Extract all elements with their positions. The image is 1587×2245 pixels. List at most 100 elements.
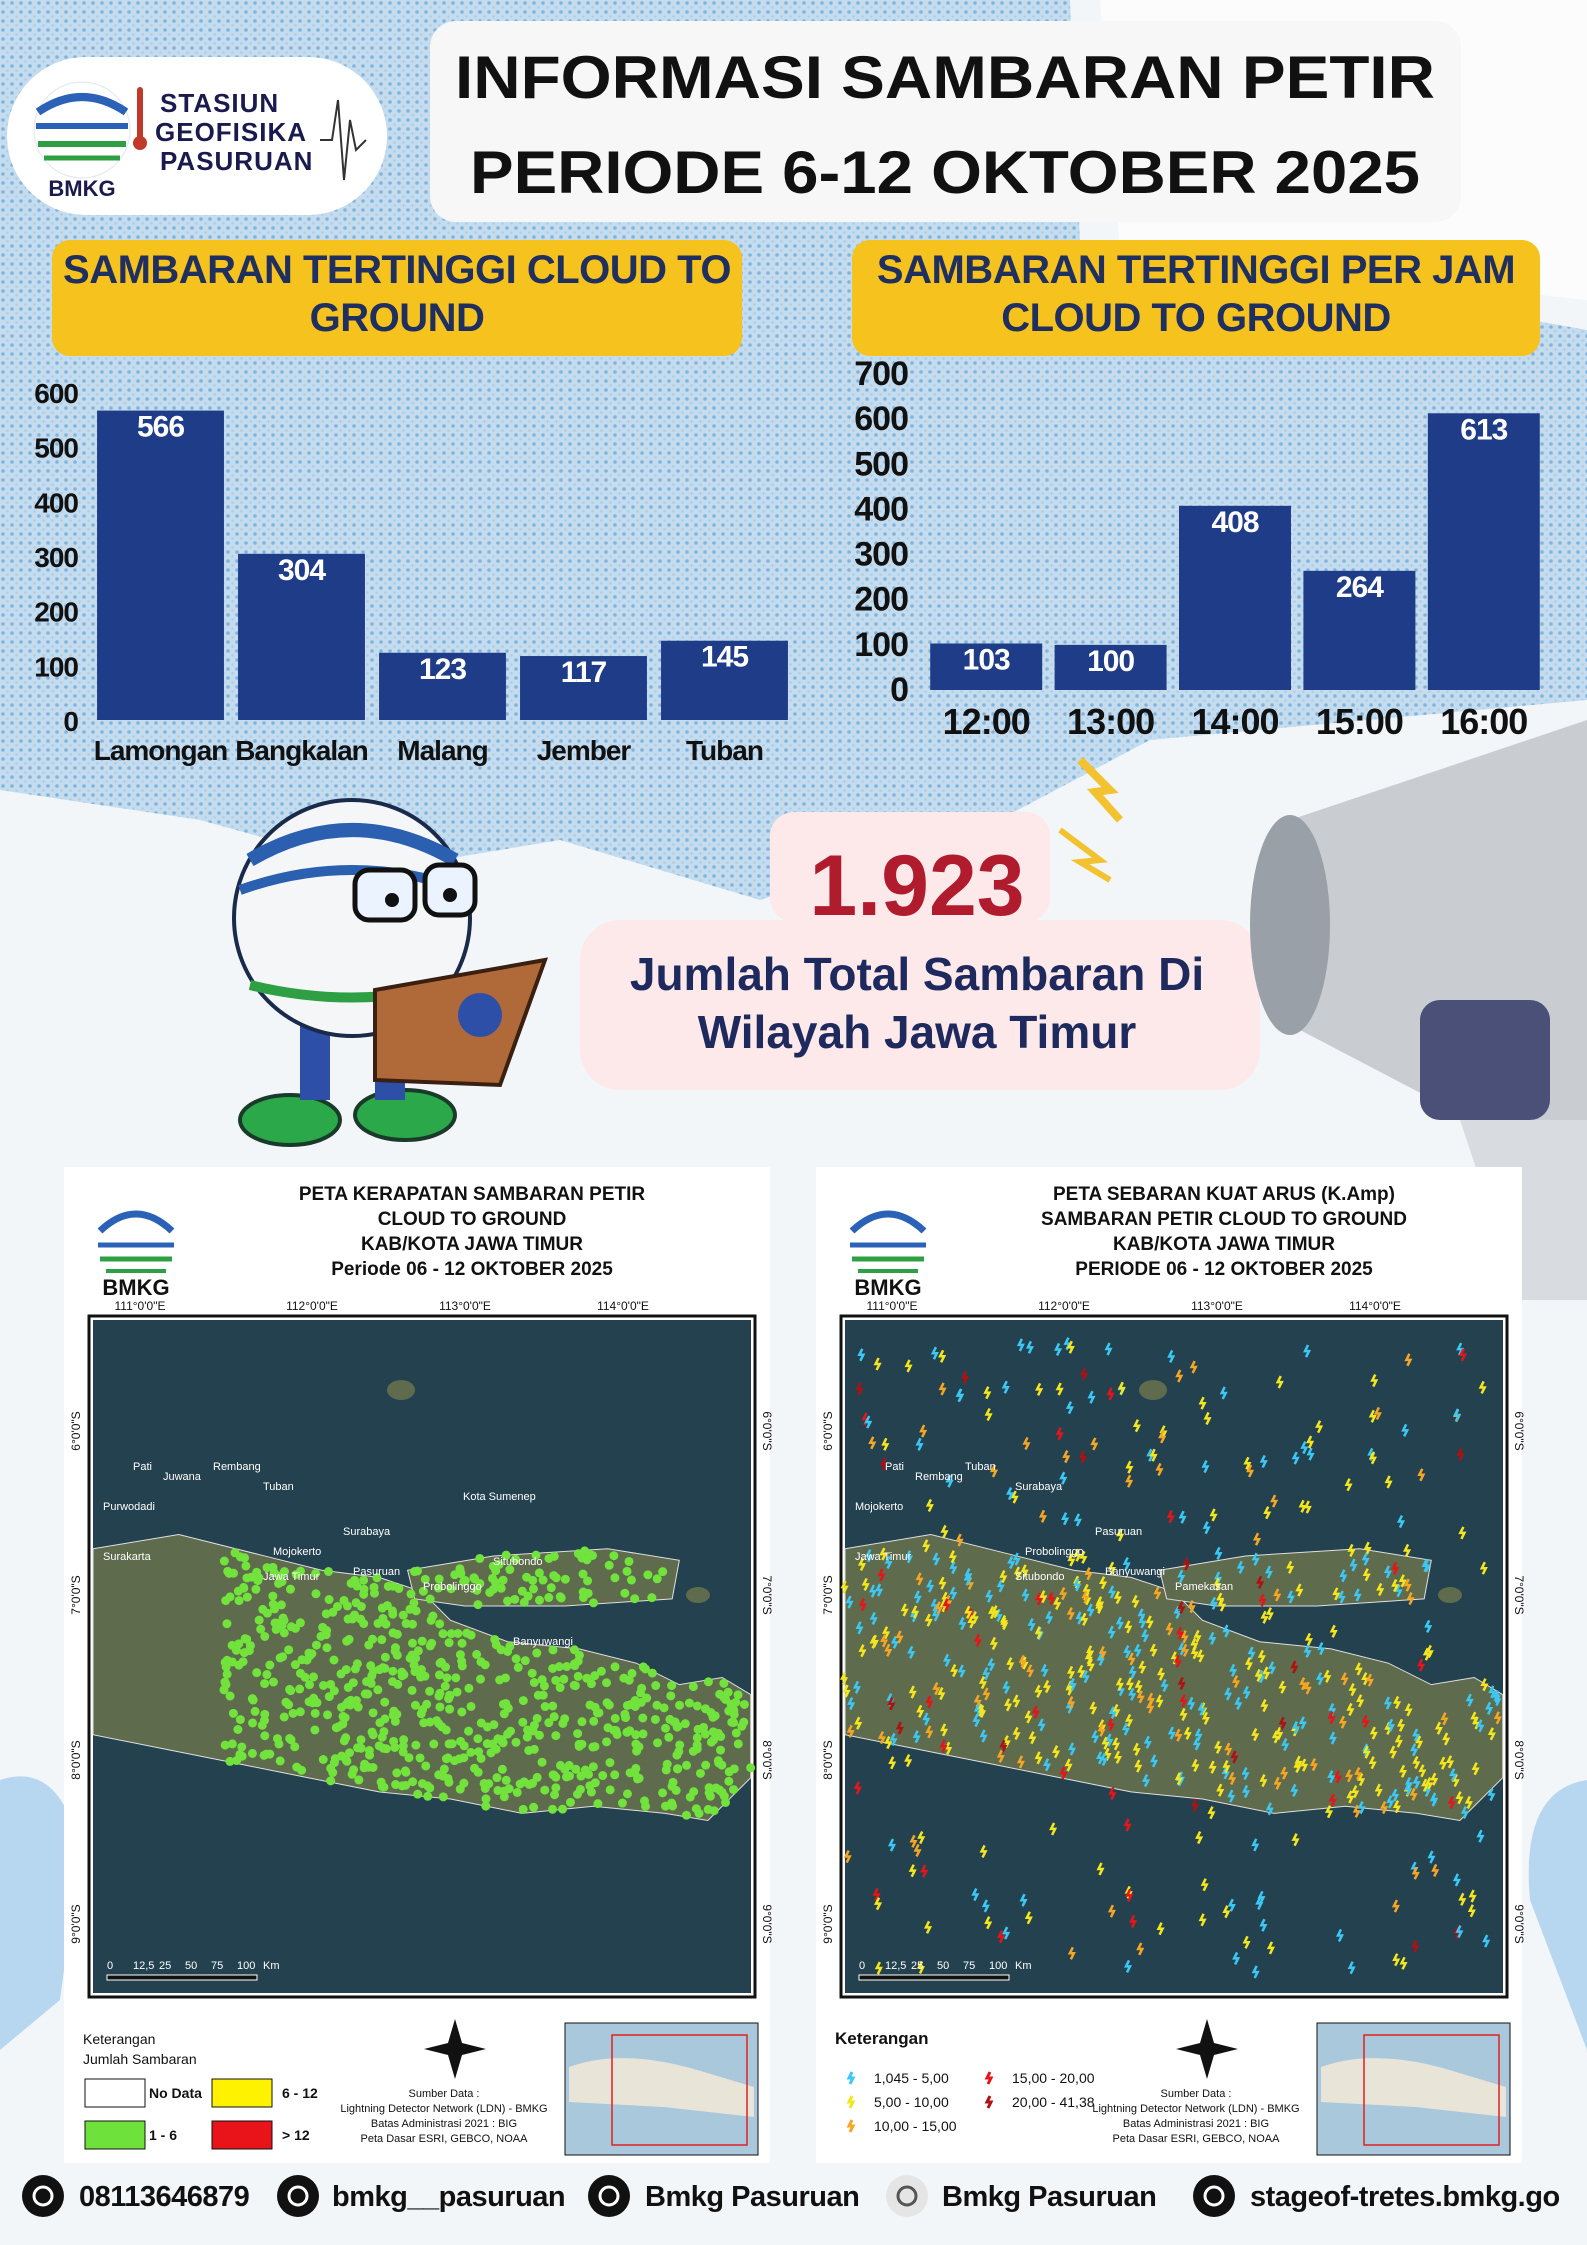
strike-mark (1258, 1593, 1267, 1607)
strike-mark (1309, 1758, 1318, 1772)
strike-mark (1357, 1772, 1366, 1787)
strike-mark (1315, 1672, 1324, 1686)
strike-mark (1101, 1736, 1110, 1750)
strike-mark (1333, 1770, 1342, 1784)
strike-mark (973, 1703, 982, 1717)
density-dot (519, 1777, 529, 1787)
strike-mark (938, 1349, 947, 1363)
footer-icon-glyph (896, 2185, 918, 2207)
strike-mark (884, 1555, 893, 1569)
density-dot (664, 1732, 674, 1742)
mascot-part (458, 993, 502, 1037)
strike-mark (1034, 1751, 1043, 1765)
density-dot (339, 1736, 349, 1746)
footer-text: 08113646879 (79, 2181, 250, 2213)
value-label: 408 (1211, 506, 1258, 539)
density-dot (234, 1596, 244, 1606)
density-dot (473, 1734, 483, 1744)
strike-mark (1125, 1677, 1134, 1691)
strike-mark (1047, 1591, 1056, 1605)
strike-mark (1111, 1737, 1121, 1751)
density-dot (421, 1761, 431, 1771)
density-dot (529, 1720, 539, 1730)
density-dot (564, 1771, 574, 1781)
density-dot (652, 1574, 662, 1584)
density-dot (429, 1739, 439, 1749)
scale-label: 100 (989, 1960, 1007, 1972)
value-label: 123 (419, 653, 466, 686)
strike-mark (1300, 1441, 1309, 1455)
density-dot (624, 1556, 634, 1566)
density-dot (290, 1660, 300, 1670)
y-tick-label: 100 (34, 651, 78, 682)
strike-mark (1363, 1541, 1372, 1555)
strike-mark (1391, 1788, 1400, 1802)
strike-mark (1262, 1666, 1271, 1680)
strike-mark (1068, 1677, 1077, 1691)
background-part (0, 1776, 80, 2050)
lon-label: 111°0'0"E (115, 1299, 166, 1313)
strike-mark (1075, 1611, 1084, 1625)
map-title: PETA SEBARAN KUAT ARUS (K.Amp) (1053, 1184, 1395, 1205)
strike-mark (1458, 1348, 1467, 1362)
density-dot (548, 1770, 558, 1780)
strike-mark (846, 1724, 855, 1738)
density-dot (651, 1681, 661, 1691)
strike-mark (981, 1899, 990, 1913)
density-dot (454, 1754, 464, 1764)
strike-mark (1067, 1553, 1076, 1567)
strike-mark (1112, 1703, 1121, 1718)
density-dot (343, 1614, 353, 1624)
density-dot (680, 1719, 690, 1729)
strike-mark (937, 1687, 946, 1701)
density-dot (441, 1754, 451, 1764)
density-dot (661, 1723, 671, 1733)
strike-mark (1251, 1552, 1260, 1566)
strike-mark (1104, 1342, 1113, 1356)
density-dot (389, 1736, 399, 1746)
legend-swatch (211, 2120, 273, 2150)
strike-mark (1431, 1863, 1440, 1878)
value-label: 566 (137, 411, 184, 444)
x-tick-label: Malang (397, 735, 487, 766)
strike-mark (1198, 1396, 1207, 1410)
strike-mark (915, 1437, 924, 1451)
logo-text: BMKG (48, 176, 115, 201)
strike-mark (1369, 1726, 1378, 1740)
density-dot (474, 1747, 484, 1757)
strike-mark (948, 1550, 957, 1564)
strike-mark (1098, 1645, 1107, 1660)
strike-mark (1427, 1850, 1436, 1864)
density-dot (636, 1697, 646, 1707)
strike-mark (1244, 1657, 1253, 1671)
place-label: Surabaya (1015, 1481, 1063, 1493)
strike-mark (1062, 1450, 1071, 1464)
density-dot (398, 1610, 408, 1620)
density-dot (593, 1799, 603, 1809)
density-dot (659, 1703, 669, 1713)
legend-title: Keterangan (835, 2029, 929, 2048)
strike-mark (900, 1603, 909, 1617)
density-dot (270, 1604, 280, 1614)
density-dot (729, 1710, 739, 1720)
strike-mark (978, 1704, 987, 1719)
strike-mark (1124, 1620, 1133, 1634)
density-dot (520, 1656, 530, 1666)
strike-mark (1404, 1782, 1413, 1796)
density-dot (711, 1783, 721, 1793)
page-title: PERIODE 6-12 OKTOBER 2025 (470, 139, 1420, 206)
strike-mark (930, 1346, 939, 1360)
strike-mark (877, 1731, 886, 1745)
strike-mark (1086, 1658, 1095, 1672)
strike-mark (1242, 1784, 1251, 1798)
strike-mark (1214, 1740, 1223, 1754)
density-dot (592, 1708, 602, 1718)
chart-title: SAMBARAN TERTINGGI PER JAM CLOUD TO GROU… (852, 240, 1540, 356)
header-title-box-part (430, 21, 1461, 222)
x-tick-label: Lamongan (94, 735, 228, 766)
strike-mark (1113, 1750, 1122, 1764)
legend-label: 15,00 - 20,00 (1012, 2070, 1095, 2086)
strike-mark (1467, 1904, 1476, 1918)
strike-mark (874, 1961, 883, 1975)
strike-mark (1412, 1728, 1421, 1742)
